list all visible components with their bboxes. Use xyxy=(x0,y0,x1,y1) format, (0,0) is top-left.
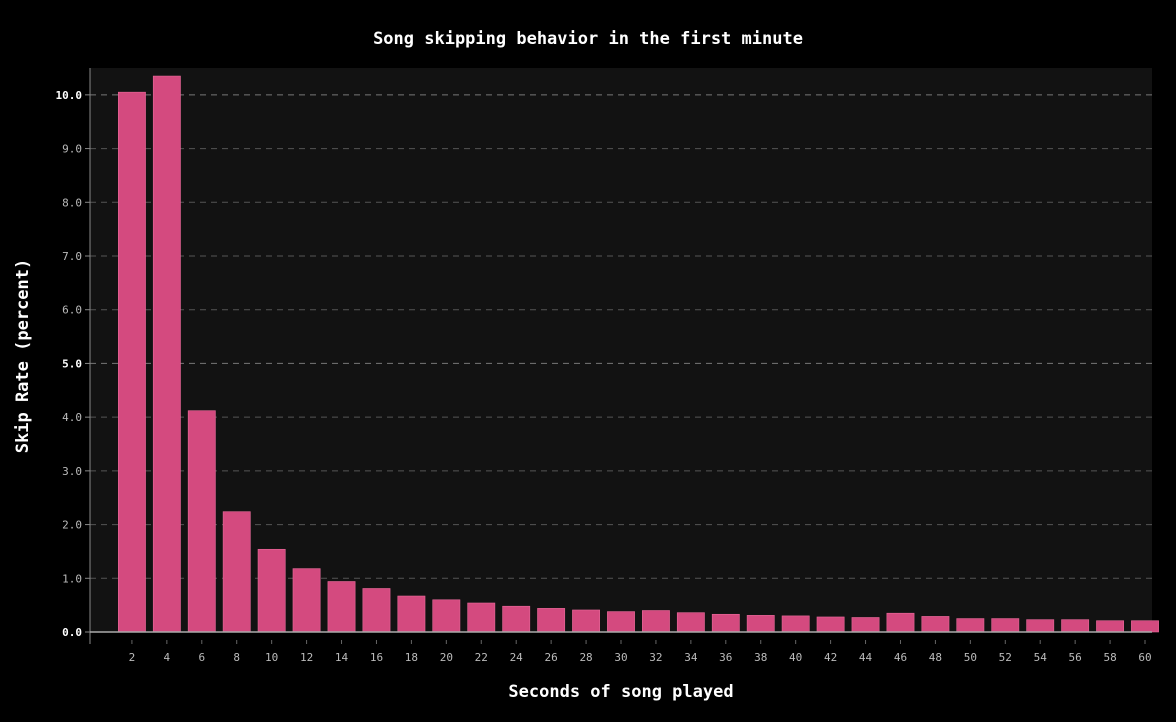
bar-24 xyxy=(502,605,531,633)
bar-18 xyxy=(397,595,426,633)
x-tick-label: 60 xyxy=(1138,651,1151,664)
x-axis-label: Seconds of song played xyxy=(508,682,733,702)
bar-8 xyxy=(222,511,251,633)
y-tick-label: 9.0 xyxy=(62,143,82,156)
bars xyxy=(117,75,1159,633)
x-tick-label: 26 xyxy=(545,651,558,664)
y-tick-label: 2.0 xyxy=(62,519,82,532)
bar-30 xyxy=(607,611,635,633)
x-tick-label: 10 xyxy=(265,651,278,664)
bar-12 xyxy=(292,568,321,633)
bar-60 xyxy=(1131,620,1159,633)
bar-10 xyxy=(257,548,286,633)
x-tick-label: 58 xyxy=(1103,651,1116,664)
x-tick-label: 40 xyxy=(789,651,802,664)
y-tick-label: 3.0 xyxy=(62,465,82,478)
y-tick-label: 6.0 xyxy=(62,304,82,317)
y-tick-label: 1.0 xyxy=(62,572,82,585)
bar-28 xyxy=(572,609,600,633)
x-tick-label: 20 xyxy=(440,651,453,664)
x-tick-label: 32 xyxy=(649,651,662,664)
bar-40 xyxy=(781,615,810,633)
bar-46 xyxy=(886,612,915,633)
bar-56 xyxy=(1061,619,1090,633)
x-tick-label: 22 xyxy=(475,651,488,664)
x-tick-label: 2 xyxy=(129,651,136,664)
bar-42 xyxy=(816,616,845,633)
x-tick-label: 38 xyxy=(754,651,767,664)
x-tick-label: 14 xyxy=(335,651,349,664)
bar-34 xyxy=(676,612,705,633)
y-tick-labels: 0.0 1.0 2.0 3.0 4.0 5.0 6.0 7.0 8.0 9.0 10.0 xyxy=(56,89,90,639)
bar-22 xyxy=(467,602,496,633)
bar-38 xyxy=(746,615,775,633)
bar-26 xyxy=(537,608,566,633)
y-axis-label: Skip Rate (percent) xyxy=(13,259,33,453)
x-tick-label: 44 xyxy=(859,651,873,664)
x-tick-label: 16 xyxy=(370,651,383,664)
y-tick-label: 7.0 xyxy=(62,250,82,263)
x-tick-label: 4 xyxy=(164,651,171,664)
bar-20 xyxy=(432,599,461,633)
x-tick-label: 12 xyxy=(300,651,313,664)
bar-50 xyxy=(956,618,985,633)
x-tick-label: 34 xyxy=(684,651,698,664)
x-tick-label: 56 xyxy=(1069,651,1082,664)
x-tick-label: 28 xyxy=(579,651,592,664)
bar-2 xyxy=(117,91,146,633)
x-tick-label: 8 xyxy=(233,651,240,664)
x-tick-label: 48 xyxy=(929,651,942,664)
bar-4 xyxy=(152,75,181,633)
bar-58 xyxy=(1096,620,1125,633)
x-tick-label: 52 xyxy=(999,651,1012,664)
x-tick-label: 42 xyxy=(824,651,837,664)
bar-16 xyxy=(362,588,391,633)
plot-area xyxy=(90,68,1152,632)
bar-44 xyxy=(851,617,880,633)
y-tick-label: 4.0 xyxy=(62,411,82,424)
bar-54 xyxy=(1026,619,1055,633)
x-tick-labels: 2 4 6 8 10 12 14 16 18 20 22 24 26 28 30 32 34 36 38 40 42 44… xyxy=(129,640,1152,664)
x-tick-label: 36 xyxy=(719,651,732,664)
x-tick-label: 24 xyxy=(510,651,524,664)
y-tick-label: 0.0 xyxy=(62,626,82,639)
bar-32 xyxy=(642,610,670,633)
x-tick-label: 54 xyxy=(1034,651,1048,664)
y-tick-label: 10.0 xyxy=(56,89,83,102)
x-tick-label: 6 xyxy=(198,651,205,664)
bar-48 xyxy=(921,616,950,633)
bar-52 xyxy=(991,618,1020,633)
gridlines xyxy=(90,94,1152,579)
x-tick-label: 50 xyxy=(964,651,977,664)
bar-14 xyxy=(327,581,356,633)
bar-36 xyxy=(711,613,740,633)
x-tick-label: 18 xyxy=(405,651,418,664)
x-tick-label: 30 xyxy=(614,651,627,664)
y-tick-label: 8.0 xyxy=(62,196,82,209)
chart-title: Song skipping behavior in the first minu… xyxy=(373,29,803,49)
bar-6 xyxy=(187,410,216,633)
y-tick-label: 5.0 xyxy=(62,357,82,370)
x-tick-label: 46 xyxy=(894,651,907,664)
